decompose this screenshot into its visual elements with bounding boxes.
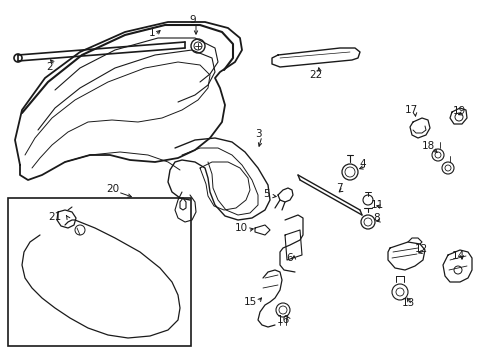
Text: 14: 14 — [450, 251, 464, 261]
Text: 10: 10 — [234, 223, 247, 233]
Text: 17: 17 — [404, 105, 417, 115]
Bar — [8, 198, 191, 346]
Text: 15: 15 — [243, 297, 256, 307]
Text: 19: 19 — [451, 106, 465, 116]
Text: 21: 21 — [48, 212, 61, 222]
Text: 4: 4 — [359, 159, 366, 169]
Text: 11: 11 — [369, 200, 383, 210]
Bar — [8, 198, 191, 346]
Text: 18: 18 — [421, 141, 434, 151]
Text: 12: 12 — [413, 244, 427, 254]
Text: 22: 22 — [309, 70, 322, 80]
Text: 2: 2 — [46, 62, 53, 72]
Text: 9: 9 — [189, 15, 196, 25]
Text: 7: 7 — [335, 183, 342, 193]
Text: 3: 3 — [254, 129, 261, 139]
Text: 16: 16 — [276, 315, 289, 325]
Text: 5: 5 — [263, 189, 270, 199]
Text: 13: 13 — [401, 298, 414, 308]
Text: 6: 6 — [286, 253, 293, 263]
Text: 8: 8 — [373, 213, 380, 223]
Text: 20: 20 — [106, 184, 120, 194]
Text: 1: 1 — [148, 28, 155, 38]
